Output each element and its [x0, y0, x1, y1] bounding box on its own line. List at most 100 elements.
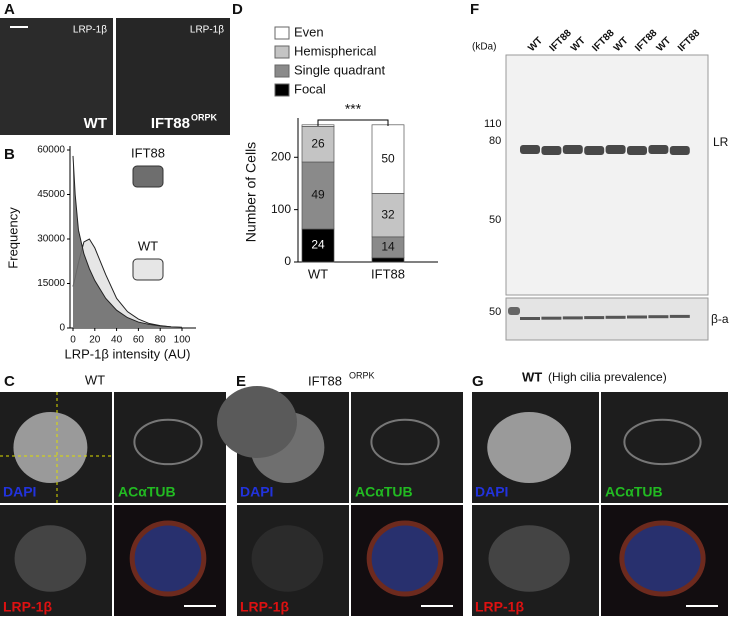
y-tick-label: 100: [271, 202, 291, 216]
ladder: [508, 307, 520, 315]
panel-label: E: [236, 373, 246, 390]
marker-label: 80: [489, 135, 501, 147]
panel-title: WT: [522, 369, 542, 384]
panel-label: B: [4, 146, 15, 163]
bar-segment: [301, 126, 335, 163]
micrograph: [116, 18, 230, 135]
segment-label: 26: [311, 136, 325, 150]
channel-label: ACαTUB: [605, 484, 663, 500]
band: [669, 314, 690, 318]
area-fill: [73, 155, 182, 328]
panel-label: A: [4, 1, 15, 18]
y-tick-label: 0: [59, 323, 65, 334]
legend-swatch: [274, 83, 290, 97]
panel-label: C: [4, 373, 15, 390]
image-label: LRP-1β: [190, 25, 224, 36]
x-tick-label: 40: [111, 335, 123, 346]
channel-label: DAPI: [240, 484, 273, 500]
x-tick-label: WT: [308, 266, 328, 281]
lane-label: WT: [655, 35, 674, 54]
segment-label: 32: [381, 207, 395, 221]
panel-label: D: [232, 1, 243, 18]
nucleus: [487, 411, 572, 484]
image-label: WT: [84, 115, 107, 132]
channel-label: LRP-1β: [240, 599, 289, 615]
blot: [505, 297, 709, 341]
x-tick-label: 0: [70, 335, 76, 346]
micrograph: [351, 392, 463, 503]
signal: [14, 525, 87, 592]
lane-label: IFT88: [590, 27, 617, 54]
blot: [505, 54, 709, 296]
band: [541, 146, 562, 155]
segment-label: 50: [381, 151, 395, 165]
signal: [488, 525, 570, 592]
y-tick-label: 60000: [37, 145, 65, 156]
lane-label: WT: [612, 35, 631, 54]
band: [605, 315, 626, 319]
cilia: [623, 418, 702, 466]
lane-label: IFT88: [633, 27, 660, 54]
y-tick-label: 200: [271, 149, 291, 163]
legend-swatch: [132, 258, 164, 281]
bar-segment: [301, 228, 335, 263]
channel-label: DAPI: [3, 484, 36, 500]
channel-label: ACαTUB: [355, 484, 413, 500]
band: [520, 317, 540, 320]
nucleus: [13, 411, 88, 484]
micrograph: [601, 392, 728, 503]
legend-swatch: [274, 26, 290, 40]
marker-label: 110: [484, 118, 502, 130]
micrograph: [114, 392, 226, 503]
y-tick-label: 45000: [37, 189, 65, 200]
cilia: [133, 418, 203, 466]
legend-swatch: [274, 64, 290, 78]
legend-swatch: [132, 165, 164, 188]
segment-label: 49: [311, 188, 325, 202]
y-tick-label: 30000: [37, 234, 65, 245]
y-tick-label: 0: [284, 254, 291, 268]
x-axis-label: LRP-1β intensity (AU): [65, 346, 191, 361]
y-axis-label: Number of Cells: [243, 142, 259, 242]
significance: ***: [345, 101, 362, 117]
channel-label: ACαTUB: [118, 484, 176, 500]
panel-subtitle: (High cilia prevalence): [548, 370, 667, 384]
legend-label: WT: [138, 238, 158, 253]
marker-label: 50: [489, 214, 501, 226]
micrograph: [0, 18, 113, 135]
cilia: [370, 418, 440, 466]
nucleus: [217, 386, 297, 458]
superscript: ORPK: [191, 112, 218, 122]
legend-label: Even: [294, 24, 324, 39]
band: [584, 146, 605, 155]
band: [562, 145, 583, 154]
band: [605, 145, 626, 154]
segment-label: 24: [311, 238, 325, 252]
x-tick-label: IFT88: [371, 266, 405, 281]
merge: [366, 520, 444, 597]
channel-label: LRP-1β: [475, 599, 524, 615]
image-label: LRP-1β: [73, 25, 107, 36]
lane-label: WT: [569, 35, 588, 54]
superscript: ORPK: [349, 370, 375, 380]
significance-bracket: [317, 119, 389, 126]
band: [648, 145, 669, 154]
lane-label: IFT88: [548, 27, 575, 54]
band: [541, 316, 562, 320]
x-tick-label: 100: [174, 335, 191, 346]
y-axis-label: Frequency: [5, 207, 20, 269]
band-label: LRP-1β: [713, 135, 729, 149]
band: [584, 316, 605, 320]
marker-label: 50: [489, 306, 501, 318]
merge: [129, 520, 207, 597]
signal: [251, 525, 324, 592]
panel-title: IFT88: [308, 373, 342, 388]
bar-segment: [371, 257, 405, 263]
panel-title: WT: [85, 372, 105, 387]
lane-label: WT: [526, 35, 545, 54]
panel-label: G: [472, 373, 484, 390]
segment-label: 14: [381, 240, 395, 254]
bar-segment: [301, 161, 335, 230]
area-line: [72, 155, 183, 328]
